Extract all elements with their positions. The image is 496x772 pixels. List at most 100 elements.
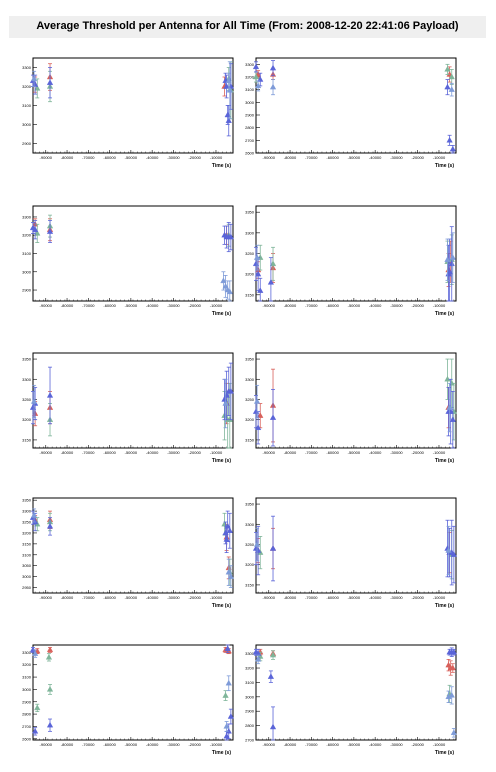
triangle-marker [448,691,455,698]
x-tick-label: -70000 [305,595,318,600]
triangle-marker [444,375,451,382]
x-axis-label: Time (s) [212,163,231,169]
triangle-marker [223,83,230,89]
triangle-marker [446,268,453,275]
triangle-marker [222,692,229,698]
y-tick-label: 3000 [22,122,32,127]
data-point [46,684,54,695]
series-lightblue [220,271,233,302]
data-point [223,721,230,732]
x-tick-label: -80000 [61,450,74,455]
triangle-marker [222,282,229,289]
data-point [254,80,262,92]
triangle-marker [224,522,231,529]
data-point [223,74,230,99]
y-tick-label: 3350 [245,502,255,507]
x-tick-label: -30000 [390,155,403,160]
x-tick-label: -90000 [40,155,53,160]
x-tick-label: -30000 [167,595,180,600]
y-tick-label: 2900 [245,113,255,118]
y-tick-label: 2700 [245,738,255,743]
series-red [31,382,230,427]
x-tick-label: -40000 [146,155,159,160]
triangle-marker [30,75,38,82]
series-red [257,648,456,676]
triangle-marker [46,686,54,692]
triangle-marker [220,277,227,284]
series-lightblue [253,525,452,576]
x-tick-label: -60000 [103,450,116,455]
x-tick-label: -20000 [188,450,201,455]
series-blue [29,644,235,741]
y-tick-label: 3150 [245,582,255,587]
x-tick-label: -90000 [40,742,53,747]
x-tick-label: -10000 [210,450,223,455]
triangle-marker [446,136,453,143]
data-point [269,706,277,741]
y-tick-label: 3100 [22,251,32,256]
x-tick-label: -50000 [348,595,361,600]
y-tick-label: 3300 [22,509,32,514]
triangle-marker [448,86,455,92]
x-tick-label: -20000 [411,450,424,455]
triangle-marker [267,673,275,679]
plot-frame [255,205,457,302]
y-tick-label: 3100 [245,680,255,685]
data-point [450,728,458,738]
x-tick-label: -10000 [210,595,223,600]
x-tick-label: -30000 [390,303,403,308]
y-tick-label: 2800 [245,125,255,130]
x-tick-label: -10000 [433,155,446,160]
y-tick-label: 3000 [22,269,32,274]
x-tick-label: -10000 [433,303,446,308]
data-point [226,280,233,302]
y-tick-label: 3100 [22,103,32,108]
data-point [227,362,235,421]
triangle-marker [227,233,235,240]
plot-frame [255,352,457,449]
triangle-marker [46,646,54,653]
y-tick-label: 3050 [22,563,32,568]
x-tick-label: -80000 [284,155,297,160]
triangle-marker [223,732,230,739]
data-point [224,510,231,543]
x-tick-label: -50000 [125,303,138,308]
data-point [31,727,39,736]
y-tick-label: 3250 [245,542,255,547]
x-tick-label: -90000 [40,595,53,600]
y-tick-label: 3200 [245,562,255,567]
x-tick-label: -50000 [348,450,361,455]
y-tick-label: 2700 [22,724,32,729]
data-point [446,382,453,433]
x-tick-label: -60000 [103,155,116,160]
x-axis-label: Time (s) [435,750,454,756]
y-tick-label: 2800 [22,712,32,717]
data-point [448,82,455,97]
triangle-marker [269,260,277,267]
data-point [257,277,264,302]
data-point [227,223,235,251]
plot-frame [32,352,234,449]
x-tick-label: -50000 [125,450,138,455]
x-tick-label: -70000 [82,303,95,308]
x-tick-label: -30000 [390,595,403,600]
data-point [448,686,455,705]
chart-panel-5: -90000 -80000 -70000 -60000 -50000 -40000 -300… [22,352,235,464]
y-tick-label: 3250 [245,397,255,402]
x-tick-label: -70000 [82,742,95,747]
x-tick-label: -30000 [167,742,180,747]
series-lightblue [254,79,455,97]
triangle-marker [34,229,41,236]
series-green [444,358,458,441]
y-tick-label: 3200 [245,666,255,671]
triangle-marker [226,527,233,533]
triangle-marker [269,651,277,658]
data-point [45,653,53,662]
data-point [34,223,41,243]
x-tick-label: -60000 [326,155,339,160]
y-tick-label: 3250 [245,251,255,256]
triangle-marker [31,727,39,734]
triangle-marker [269,64,277,71]
triangle-marker [448,73,455,80]
